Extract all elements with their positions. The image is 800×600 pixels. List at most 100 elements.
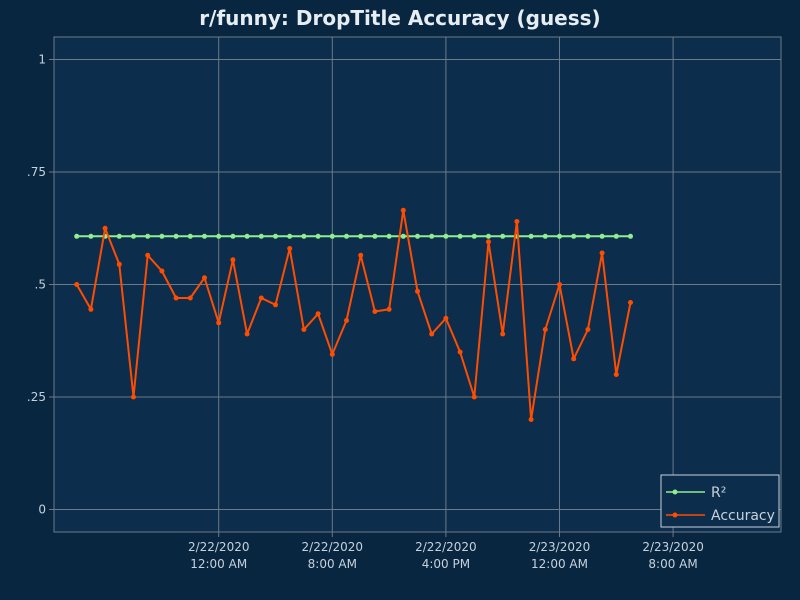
- data-point-r2: [173, 233, 179, 239]
- data-point-accuracy: [585, 327, 591, 332]
- chart-title: r/funny: DropTitle Accuracy (guess): [199, 6, 601, 30]
- x-tick-label-date: 2/23/2020: [642, 540, 704, 554]
- data-point-r2: [301, 233, 307, 239]
- data-point-r2: [486, 233, 491, 239]
- legend-label-accuracy: Accuracy: [711, 508, 775, 524]
- data-point-r2: [358, 233, 364, 239]
- data-point-accuracy: [486, 239, 491, 245]
- y-tick-label: 1: [38, 53, 46, 67]
- data-point-accuracy: [74, 282, 80, 287]
- data-point-r2: [287, 233, 293, 239]
- data-point-r2: [386, 233, 392, 239]
- x-tick-label-date: 2/22/2020: [415, 540, 477, 554]
- data-point-r2: [131, 233, 136, 239]
- data-point-accuracy: [557, 282, 562, 287]
- data-point-accuracy: [88, 306, 94, 312]
- x-tick-label-time: 8:00 AM: [648, 557, 697, 571]
- data-point-r2: [443, 233, 449, 239]
- data-point-accuracy: [102, 225, 108, 231]
- data-point-r2: [344, 233, 349, 239]
- data-point-accuracy: [528, 417, 534, 422]
- data-point-accuracy: [116, 261, 122, 267]
- data-point-accuracy: [131, 394, 136, 400]
- data-point-r2: [88, 233, 94, 239]
- data-point-accuracy: [613, 372, 619, 377]
- legend-marker-r2: [672, 489, 678, 495]
- x-tick-label-date: 2/22/2020: [302, 540, 364, 554]
- data-point-r2: [457, 233, 463, 239]
- data-point-accuracy: [159, 268, 165, 274]
- data-point-r2: [415, 233, 420, 239]
- data-point-r2: [372, 233, 378, 239]
- data-point-accuracy: [301, 327, 307, 332]
- data-point-accuracy: [173, 295, 179, 301]
- legend-label-r2: R²: [711, 485, 726, 501]
- x-tick-label-time: 8:00 AM: [308, 557, 357, 571]
- x-tick-label-date: 2/22/2020: [188, 540, 250, 554]
- y-tick-label: .5: [35, 278, 46, 292]
- data-point-r2: [585, 233, 591, 239]
- series-line-accuracy: [75, 209, 632, 421]
- data-point-r2: [74, 233, 80, 239]
- data-point-r2: [159, 233, 165, 239]
- data-point-accuracy: [628, 300, 633, 305]
- data-point-accuracy: [471, 394, 477, 400]
- data-point-accuracy: [329, 351, 335, 357]
- data-point-accuracy: [358, 252, 364, 258]
- data-point-accuracy: [542, 327, 548, 332]
- data-point-accuracy: [287, 246, 293, 251]
- data-point-r2: [613, 233, 619, 239]
- data-point-r2: [273, 233, 278, 239]
- data-point-r2: [315, 233, 321, 239]
- data-point-r2: [500, 233, 506, 239]
- data-point-accuracy: [400, 207, 406, 213]
- data-point-accuracy: [443, 315, 449, 321]
- x-tick-label-time: 12:00 AM: [531, 557, 588, 571]
- y-tick-label: .25: [27, 390, 46, 404]
- data-point-accuracy: [315, 311, 321, 317]
- data-point-r2: [628, 233, 633, 239]
- data-point-accuracy: [202, 275, 207, 281]
- plot-border: [53, 36, 782, 533]
- data-point-r2: [187, 233, 193, 239]
- data-point-r2: [145, 233, 151, 239]
- legend: [660, 474, 780, 528]
- data-point-r2: [230, 233, 236, 239]
- data-point-r2: [571, 233, 577, 239]
- legend-marker-accuracy: [672, 512, 678, 518]
- x-tick-label-time: 4:00 PM: [422, 557, 470, 571]
- data-point-accuracy: [145, 252, 151, 258]
- data-point-accuracy: [514, 219, 520, 224]
- data-point-accuracy: [500, 331, 506, 337]
- data-point-accuracy: [571, 356, 577, 362]
- data-point-accuracy: [415, 288, 420, 294]
- data-point-r2: [528, 233, 534, 239]
- data-point-accuracy: [429, 331, 435, 337]
- data-point-r2: [599, 233, 605, 239]
- data-point-accuracy: [187, 295, 193, 301]
- y-tick-label: 0: [38, 503, 46, 517]
- data-point-accuracy: [230, 257, 236, 263]
- data-point-r2: [400, 233, 406, 239]
- data-point-accuracy: [599, 250, 605, 256]
- data-point-r2: [258, 233, 264, 239]
- data-point-accuracy: [258, 295, 264, 301]
- x-tick-label-time: 12:00 AM: [190, 557, 247, 571]
- data-point-r2: [329, 233, 335, 239]
- data-point-r2: [542, 233, 548, 239]
- y-tick-label: .75: [27, 165, 46, 179]
- data-point-accuracy: [216, 320, 222, 326]
- data-point-accuracy: [244, 331, 250, 337]
- data-point-r2: [216, 233, 222, 239]
- data-point-r2: [202, 233, 207, 239]
- data-point-accuracy: [386, 306, 392, 312]
- data-point-r2: [471, 233, 477, 239]
- x-tick-label-date: 2/23/2020: [529, 540, 591, 554]
- data-point-r2: [116, 233, 122, 239]
- data-point-accuracy: [457, 349, 463, 355]
- data-point-accuracy: [372, 309, 378, 314]
- data-point-accuracy: [344, 318, 349, 323]
- data-point-accuracy: [273, 302, 278, 308]
- data-point-r2: [557, 233, 562, 239]
